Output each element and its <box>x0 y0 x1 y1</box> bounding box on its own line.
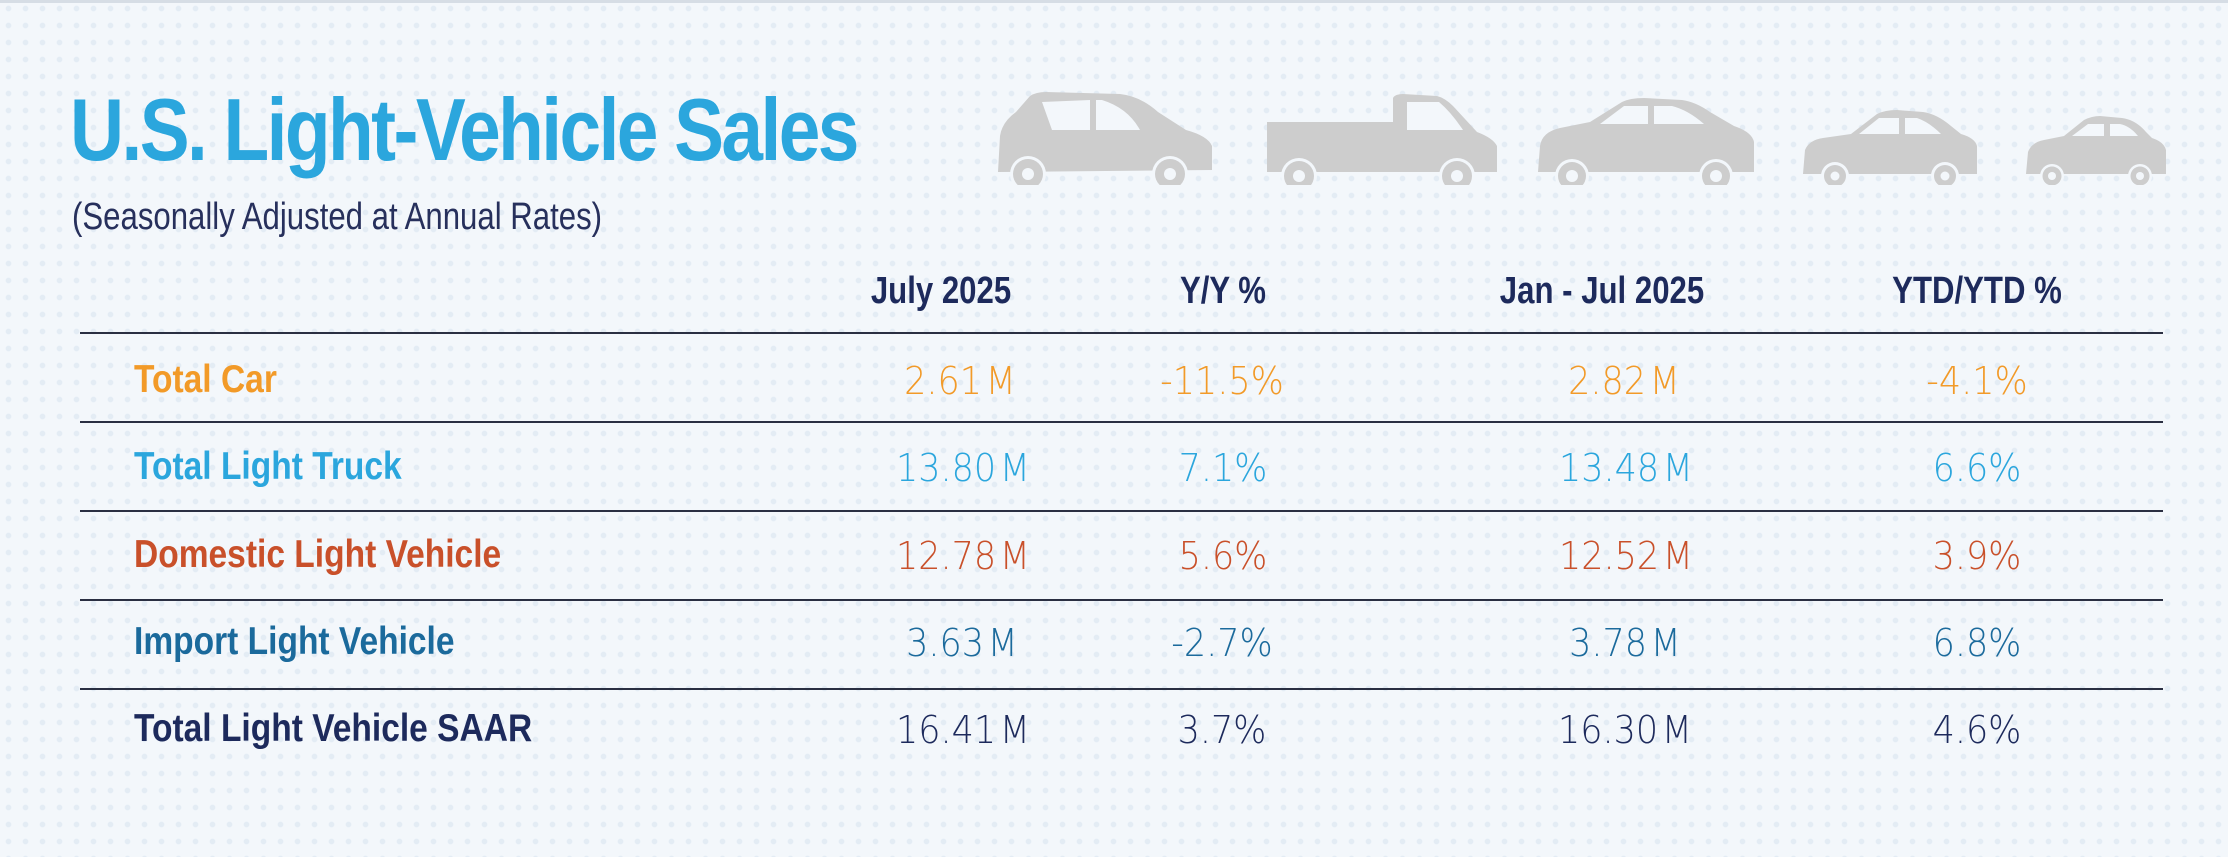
cell-yy-percent: -11.5% <box>1160 359 1284 403</box>
column-header-yy-percent: Y/Y % <box>1179 270 1267 312</box>
top-border <box>0 0 2228 3</box>
cell-ytd-percent: 6.6% <box>1932 446 2022 490</box>
table-rule <box>80 599 2163 601</box>
row-label: Total Light Vehicle SAAR <box>134 707 533 750</box>
cell-yy-percent: 3.7% <box>1177 708 1267 752</box>
cell-jan-jul-2025: 13.48M <box>1559 446 1693 490</box>
cell-yy-percent: 7.1% <box>1178 446 1268 490</box>
cell-july-2025: 2.61M <box>904 359 1016 403</box>
cell-july-2025: 3.63M <box>906 621 1018 665</box>
column-header-july-2025: July 2025 <box>870 270 1012 312</box>
cell-ytd-percent: 6.8% <box>1932 621 2022 665</box>
chart-subtitle: (Seasonally Adjusted at Annual Rates) <box>72 196 603 238</box>
cell-yy-percent: -2.7% <box>1171 621 1273 665</box>
row-label: Import Light Vehicle <box>134 620 455 663</box>
cell-july-2025: 16.41M <box>896 708 1030 752</box>
row-label: Domestic Light Vehicle <box>134 533 502 576</box>
small-car-icon <box>2026 116 2166 185</box>
cell-ytd-percent: 4.6% <box>1932 708 2022 752</box>
cell-jan-jul-2025: 16.30M <box>1558 708 1692 752</box>
cell-jan-jul-2025: 2.82M <box>1568 359 1680 403</box>
pickup-truck-icon <box>1267 94 1497 185</box>
column-header-jan-jul-2025: Jan - Jul 2025 <box>1499 270 1705 312</box>
cell-yy-percent: 5.6% <box>1178 534 1268 578</box>
row-label: Total Light Truck <box>134 445 402 488</box>
suv-icon <box>998 92 1212 185</box>
table-rule-header <box>80 332 2163 334</box>
vehicle-icons <box>998 92 2166 185</box>
cell-jan-jul-2025: 12.52M <box>1559 534 1693 578</box>
row-label: Total Car <box>134 358 277 401</box>
sedan-icon <box>1538 98 1754 185</box>
cell-jan-jul-2025: 3.78M <box>1569 621 1681 665</box>
table-rule <box>80 510 2163 512</box>
cell-july-2025: 12.78M <box>896 534 1030 578</box>
cell-ytd-percent: 3.9% <box>1932 534 2022 578</box>
chart-title: U.S. Light-Vehicle Sales <box>70 80 859 179</box>
table-rule <box>80 421 2163 423</box>
column-header-ytd-percent: YTD/YTD % <box>1892 270 2062 312</box>
compact-sedan-icon <box>1803 110 1977 185</box>
cell-ytd-percent: -4.1% <box>1926 359 2028 403</box>
cell-july-2025: 13.80M <box>896 446 1030 490</box>
table-rule <box>80 688 2163 690</box>
